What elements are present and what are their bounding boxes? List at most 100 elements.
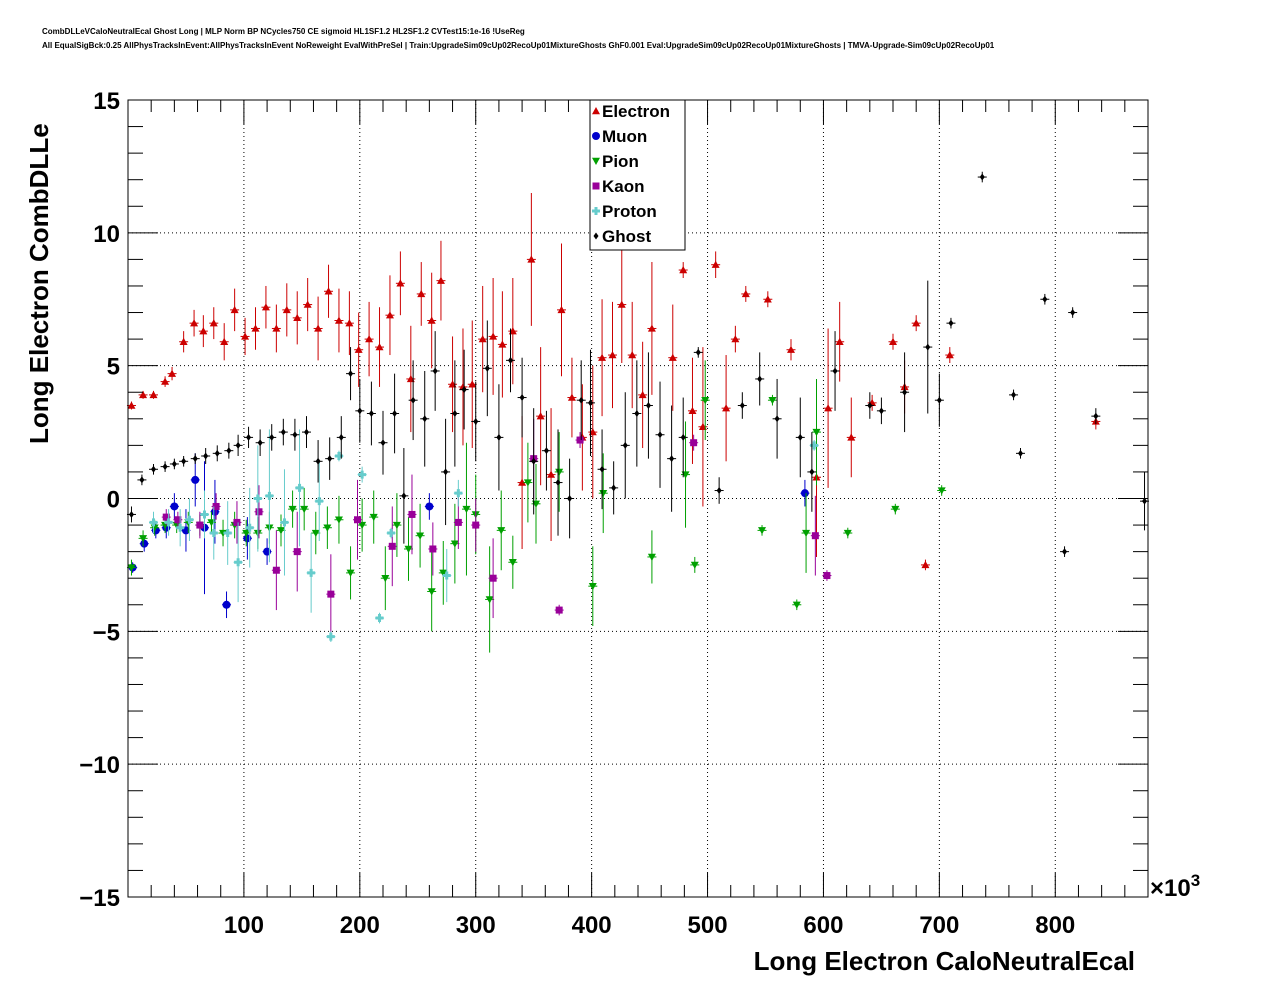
ghost-point [399,448,409,544]
series-pion [126,360,947,653]
ghost-marker [519,394,525,402]
ghost-marker [269,433,275,441]
electron-point [668,304,678,411]
pion-marker [127,564,136,572]
legend-entry-ghost: Ghost [593,227,651,246]
muon-marker [140,539,149,548]
pion-marker [599,489,608,498]
y-tick-label: 0 [107,487,120,514]
pion-point [346,546,356,600]
pion-marker [311,529,320,538]
chart-title-line-2: All EqualSigBck:0.25 AllPhysTracksInEven… [42,41,995,50]
electron-point [209,307,219,340]
electron-marker [557,305,566,314]
ghost-marker [832,367,838,375]
electron-marker [334,316,343,324]
pion-point [299,487,309,531]
electron-marker [365,335,374,343]
kaon-point [810,495,820,576]
kaon-point [254,485,264,539]
x-tick-label: 800 [1035,912,1075,939]
ghost-marker [599,465,605,473]
electron-marker [679,266,688,274]
proton-point [245,487,255,568]
ghost-marker [1042,295,1048,303]
ghost-point [149,463,158,475]
ghost-marker [392,409,398,417]
electron-point [303,277,313,332]
ghost-point [355,378,365,443]
electron-marker [168,369,177,377]
kaon-point [271,530,281,611]
pion-marker [555,468,564,476]
electron-point [488,277,498,395]
ghost-point [585,349,595,456]
legend-marker-ghost [593,232,599,240]
electron-marker [518,478,527,486]
pion-point [890,503,900,515]
pion-marker [427,588,436,596]
pion-point [392,493,402,557]
electron-marker [608,351,617,359]
pion-point [334,495,344,544]
proton-marker [307,568,316,577]
kaon-marker [293,548,301,556]
pion-marker [485,596,494,604]
ghost-point [459,349,469,430]
ghost-marker [543,447,549,455]
pion-marker [891,505,900,514]
pion-marker [358,521,367,530]
electron-point [375,307,385,387]
pion-point [461,442,471,576]
electron-marker [711,260,720,268]
series-proton [149,429,819,642]
proton-point [279,469,289,576]
ghost-marker [496,433,502,441]
kaon-point [689,434,699,451]
electron-marker [220,337,229,345]
electron-marker [345,319,354,327]
proton-marker [200,510,209,519]
data-marks [126,171,1150,653]
kaon-marker [454,518,462,526]
kaon-point [173,511,183,528]
ghost-point [667,405,677,512]
proton-point [223,501,233,565]
proton-marker [164,518,173,527]
electron-point [846,397,856,478]
legend-entry-proton: Proton [592,202,657,221]
pion-marker [139,535,148,543]
series-kaon [161,418,832,634]
ghost-marker [878,407,884,415]
proton-marker [234,558,243,567]
pion-point [357,498,367,552]
electron-point [867,394,877,411]
proton-point [253,445,263,552]
electron-point [271,304,281,353]
pion-point [801,493,811,573]
kaon-marker [388,542,396,550]
proton-point [809,440,819,451]
legend-label-electron: Electron [602,102,670,121]
electron-marker [190,319,199,327]
proton-marker [176,523,185,532]
electron-point [448,336,458,433]
electron-point [313,296,323,361]
legend-marker-electron [592,107,600,115]
y-tick-label: −15 [79,885,120,912]
proton-point [357,466,367,483]
kaon-marker [489,574,497,582]
proton-marker [149,518,158,527]
ghost-marker [925,343,931,351]
electron-point [138,390,148,399]
ghost-marker [578,396,584,404]
ghost-marker [979,173,985,181]
x-tick-label: 500 [688,912,728,939]
series-ghost [126,171,1150,557]
legend-label-pion: Pion [602,152,639,171]
ghost-marker [797,433,803,441]
ghost-point [366,381,376,446]
legend-marker-pion [592,157,600,165]
pion-marker [462,505,471,514]
